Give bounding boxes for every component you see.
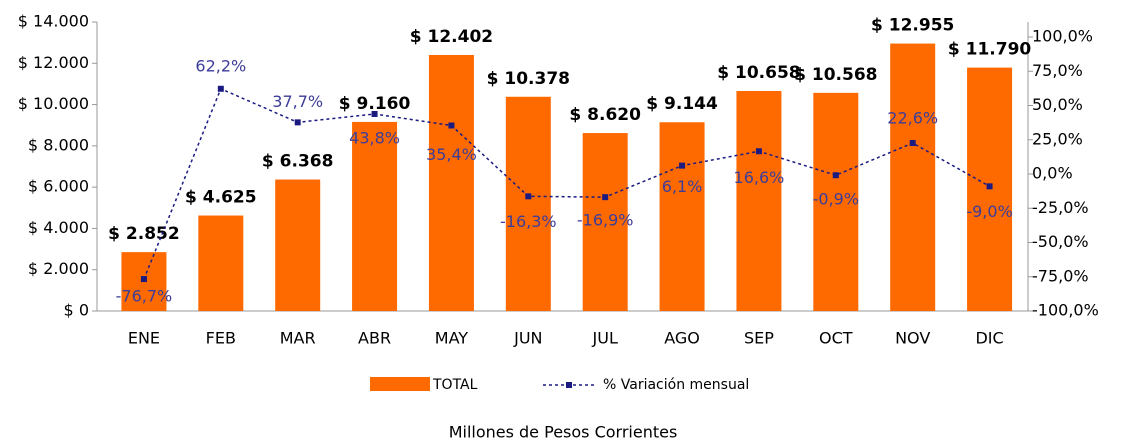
- y-tick-label: $ 10.000: [18, 94, 89, 113]
- y2-tick-label: -100,0%: [1032, 301, 1099, 320]
- bar: [736, 90, 782, 311]
- x-tick-label: MAR: [280, 329, 316, 348]
- line-label: -9,0%: [966, 202, 1012, 221]
- x-tick-label: MAY: [435, 329, 469, 348]
- line-label: 37,7%: [272, 92, 323, 111]
- caption: Millones de Pesos Corrientes: [449, 423, 678, 441]
- bar-label: $ 10.568: [794, 65, 877, 85]
- bar: [890, 43, 936, 312]
- bar: [275, 179, 321, 311]
- line-label: 62,2%: [195, 56, 246, 75]
- bar-label: $ 9.160: [339, 94, 411, 114]
- x-tick-label: NOV: [895, 329, 930, 348]
- line-marker: [755, 148, 762, 155]
- x-tick-label: ENE: [128, 329, 160, 348]
- bar-label: $ 4.625: [185, 188, 257, 208]
- bar: [659, 122, 705, 311]
- x-tick-label: SEP: [744, 329, 774, 348]
- line-label: -76,7%: [116, 287, 173, 306]
- line: [143, 87, 990, 280]
- y2-tick-label: 50,0%: [1032, 95, 1083, 114]
- y-tick-label: $ 6.000: [28, 177, 89, 196]
- line-marker: [986, 183, 993, 190]
- bar-label: $ 2.852: [108, 224, 180, 244]
- legend-marker: [566, 382, 572, 388]
- line-marker: [448, 122, 455, 129]
- x-tick-label: DIC: [975, 329, 1003, 348]
- x-tick-label: JUL: [592, 329, 618, 348]
- line-label: 43,8%: [349, 128, 400, 147]
- y2-tick-label: -50,0%: [1032, 232, 1089, 251]
- bar-label: $ 11.790: [948, 40, 1032, 60]
- bar-label: $ 12.402: [410, 27, 493, 47]
- bar-label: $ 8.620: [569, 105, 641, 125]
- line-marker: [679, 162, 686, 169]
- line-label: 35,4%: [426, 145, 477, 164]
- y-tick-label: $ 4.000: [28, 218, 89, 237]
- bar-label: $ 6.368: [262, 152, 334, 172]
- y2-tick-label: 25,0%: [1032, 129, 1083, 148]
- legend-label: % Variación mensual: [603, 377, 749, 393]
- bar: [198, 215, 244, 311]
- x-tick-label: OCT: [819, 329, 853, 348]
- line-label: -16,3%: [500, 212, 557, 231]
- line-marker: [140, 276, 147, 283]
- line-marker: [602, 194, 609, 201]
- x-tick-label: AGO: [664, 329, 700, 348]
- bar-label: $ 12.955: [871, 16, 954, 36]
- bar: [505, 96, 551, 311]
- legend-label: TOTAL: [432, 377, 478, 393]
- line-marker: [294, 119, 301, 126]
- bar-label: $ 10.658: [717, 63, 800, 83]
- bar-label: $ 10.378: [487, 69, 570, 89]
- bar: [352, 121, 398, 311]
- line-label: -0,9%: [813, 190, 859, 209]
- y-tick-label: $ 14.000: [18, 12, 89, 31]
- y-tick-label: $ 8.000: [28, 135, 89, 154]
- x-tick-label: JUN: [513, 329, 542, 348]
- y2-tick-label: 75,0%: [1032, 61, 1083, 80]
- bar-label: $ 9.144: [646, 94, 718, 114]
- y-tick-label: $ 12.000: [18, 53, 89, 72]
- y2-tick-label: -75,0%: [1032, 266, 1089, 285]
- x-tick-label: FEB: [206, 329, 236, 348]
- line-label: 6,1%: [662, 177, 703, 196]
- line-label: 22,6%: [887, 109, 938, 128]
- bar: [582, 133, 628, 311]
- line-label: -16,9%: [577, 211, 634, 230]
- y2-tick-label: -25,0%: [1032, 198, 1089, 217]
- y-tick-label: $ 2.000: [28, 259, 89, 278]
- bar: [428, 54, 474, 312]
- line-marker: [371, 110, 378, 117]
- x-tick-label: ABR: [358, 329, 391, 348]
- line-marker: [909, 140, 916, 147]
- line-marker: [217, 85, 224, 92]
- y-tick-label: $ 0: [64, 301, 89, 320]
- y2-tick-label: 100,0%: [1032, 27, 1093, 46]
- line-marker: [832, 172, 839, 179]
- y2-tick-label: 0,0%: [1032, 164, 1073, 183]
- bar: [813, 92, 859, 311]
- line-marker: [525, 193, 532, 200]
- legend-swatch: [370, 377, 430, 391]
- line-label: 16,6%: [734, 168, 785, 187]
